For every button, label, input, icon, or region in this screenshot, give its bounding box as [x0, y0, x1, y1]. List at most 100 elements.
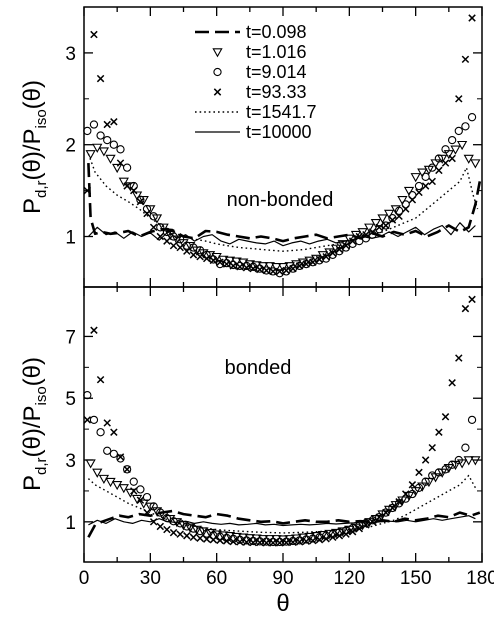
data-point [222, 537, 231, 545]
data-point [269, 267, 277, 276]
data-point [156, 522, 165, 531]
x-tick-label: 150 [400, 568, 432, 589]
data-point [103, 419, 111, 427]
data-point [337, 527, 348, 537]
panel-top-annotation: non-bonded [227, 189, 334, 211]
legend-symbol-t=9.014 [213, 67, 222, 77]
data-point [461, 443, 470, 452]
data-point [83, 416, 92, 424]
data-point [264, 535, 275, 545]
data-point [236, 538, 244, 546]
data-point [216, 258, 224, 266]
legend-symbol-t=1.016 [212, 48, 223, 58]
data-point [275, 537, 284, 547]
panel-top-series [83, 14, 482, 278]
data-point [204, 528, 216, 539]
data-point [136, 197, 145, 206]
legend-label: t=0.098 [246, 22, 307, 42]
series-line-t=10000 [87, 222, 476, 247]
data-point [388, 216, 397, 224]
data-point [89, 415, 99, 425]
x-tick-label: 30 [140, 568, 161, 589]
data-point [271, 535, 282, 545]
data-point [156, 223, 165, 232]
data-point [149, 223, 158, 232]
data-point [165, 514, 176, 525]
data-point [368, 228, 377, 236]
data-point [136, 195, 145, 204]
data-point [315, 536, 324, 544]
data-point [218, 531, 229, 541]
data-point [408, 481, 417, 489]
data-point [96, 428, 105, 437]
data-point [224, 531, 236, 542]
data-point [330, 528, 342, 539]
data-point [202, 254, 211, 263]
data-point [421, 182, 430, 190]
data-point [83, 186, 92, 195]
data-point [335, 247, 344, 256]
data-point [85, 459, 96, 469]
data-point [251, 534, 262, 544]
data-point [289, 538, 297, 546]
data-point [370, 218, 382, 229]
data-point [381, 221, 390, 230]
data-point [388, 213, 397, 223]
x-tick-label: 90 [272, 568, 293, 589]
data-point [403, 186, 415, 197]
data-point [105, 477, 116, 488]
data-point [149, 502, 158, 511]
data-point [231, 532, 242, 543]
data-point [256, 538, 264, 547]
data-point [423, 477, 435, 488]
series-t=9.014 [83, 113, 477, 278]
data-point [297, 533, 309, 543]
series-line-t=0.098 [87, 163, 482, 243]
data-point [450, 145, 461, 155]
data-point [257, 262, 269, 272]
y-tick-label: 5 [65, 389, 76, 410]
data-point [375, 513, 384, 522]
data-point [275, 539, 284, 547]
data-point [461, 55, 470, 64]
data-point [158, 223, 169, 233]
data-point [348, 527, 357, 536]
data-point [116, 159, 125, 167]
data-point [382, 508, 390, 517]
data-point [196, 252, 204, 261]
data-point [437, 154, 448, 164]
data-point [394, 206, 404, 215]
data-point [388, 504, 397, 512]
data-point [467, 113, 477, 122]
data-point [204, 251, 216, 261]
ylabel-bottom-end: (θ) [19, 357, 46, 386]
data-point [122, 465, 132, 474]
data-point [138, 499, 149, 509]
data-point [311, 531, 322, 542]
data-point [163, 525, 171, 534]
data-point [85, 150, 96, 160]
ylabel-top-sub2: iso [33, 109, 50, 128]
data-point [282, 266, 291, 275]
y-tick-label: 3 [65, 44, 76, 65]
data-point [415, 468, 423, 477]
data-point [112, 481, 123, 491]
data-point [136, 496, 145, 504]
legend-label: t=93.33 [246, 82, 307, 102]
ylabel-top-sub1: d,r [33, 181, 50, 199]
data-point [118, 484, 129, 494]
data-point [211, 530, 222, 540]
data-point [189, 533, 198, 542]
data-point [304, 532, 315, 543]
data-point [395, 212, 403, 221]
data-point [421, 172, 430, 181]
data-point [255, 537, 264, 546]
data-point [209, 536, 218, 544]
ylabel-bottom-sub2: iso [33, 386, 50, 405]
data-point [244, 260, 255, 270]
x-axis-label: θ [276, 590, 289, 617]
data-point [116, 454, 125, 463]
data-point [118, 177, 129, 187]
data-point [421, 456, 430, 464]
data-point [83, 126, 92, 136]
